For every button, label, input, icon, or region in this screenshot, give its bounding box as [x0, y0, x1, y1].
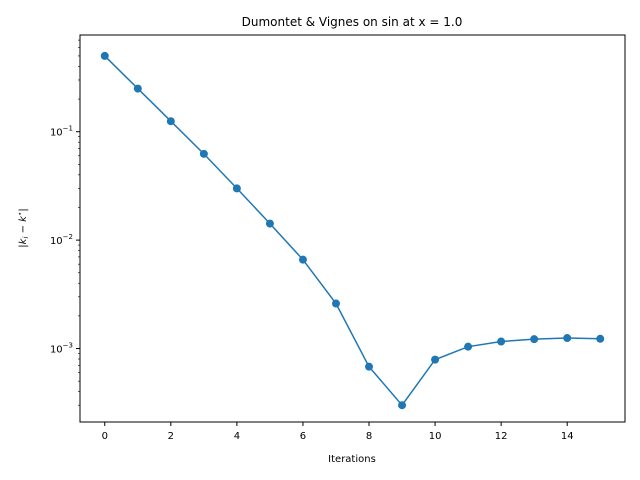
y-tick-base: 10 [50, 345, 63, 356]
x-tick-label: 2 [168, 431, 174, 442]
data-point [563, 334, 572, 343]
y-tick-exponent: −1 [63, 125, 73, 133]
x-tick-label: 4 [234, 431, 240, 442]
y-tick-label: 10−3 [50, 342, 73, 356]
series-line [104, 55, 601, 407]
y-tick-base: 10 [50, 128, 63, 139]
y-label-minus: − [18, 222, 29, 237]
data-point [530, 335, 539, 344]
y-tick-exponent: −2 [63, 233, 73, 241]
data-point [431, 355, 440, 364]
data-point [100, 51, 109, 60]
data-point [298, 255, 307, 264]
plot-frame [79, 34, 626, 423]
data-point [365, 362, 374, 371]
y-label-bar-right: | [18, 208, 29, 211]
y-label-bar-left: | [18, 244, 29, 247]
y-tick-exponent: −3 [63, 342, 73, 350]
data-point [133, 84, 142, 93]
y-label-star: ⋆ [16, 212, 24, 216]
x-tick-label: 14 [561, 431, 574, 442]
y-label-k: k [18, 237, 29, 244]
x-tick-label: 6 [300, 431, 306, 442]
data-point [464, 342, 473, 351]
data-point [166, 117, 175, 126]
data-point [331, 299, 340, 308]
y-tick-label: 10−1 [50, 125, 73, 139]
y-axis: 10−310−210−1 [50, 39, 80, 406]
x-tick-label: 10 [429, 431, 442, 442]
x-tick-label: 0 [102, 431, 108, 442]
series-layer [100, 51, 605, 410]
y-label-kstar: k [18, 215, 29, 222]
data-point [398, 401, 407, 410]
x-tick-label: 12 [495, 431, 508, 442]
x-axis: 0 2 4 6 8 10 12 14 [102, 422, 574, 442]
y-tick-label: 10−2 [50, 233, 73, 247]
data-point [232, 184, 241, 193]
data-point [265, 219, 274, 228]
x-axis-label: Iterations [328, 454, 376, 465]
plot-area [79, 34, 626, 423]
y-tick-base: 10 [50, 236, 63, 247]
data-point [596, 334, 605, 343]
x-tick-label: 8 [366, 431, 372, 442]
chart-title: Dumontet & Vignes on sin at x = 1.0 [242, 15, 463, 29]
data-point [199, 149, 208, 158]
data-point [497, 337, 506, 346]
y-label-i: i [22, 237, 30, 239]
y-axis-label: |ki − k⋆| [16, 208, 30, 247]
